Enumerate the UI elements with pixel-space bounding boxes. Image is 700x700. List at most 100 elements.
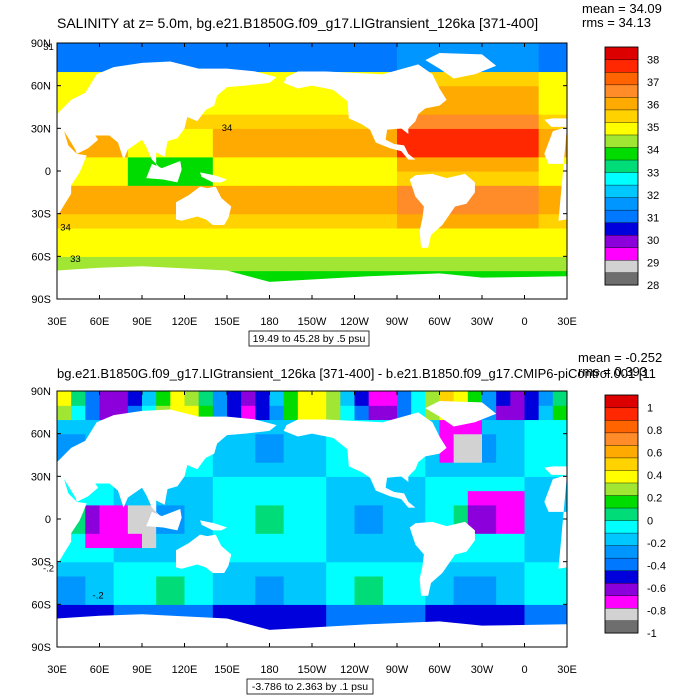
field-cell	[241, 391, 256, 406]
lon-tick-label: 0	[521, 316, 527, 328]
landmass	[57, 614, 567, 647]
field-cell	[312, 199, 327, 215]
field-cell	[382, 604, 398, 620]
field-cell	[255, 575, 271, 591]
top-title: SALINITY at z= 5.0m, bg.e21.B1850G.f09_g…	[57, 15, 538, 31]
contour-label: 31	[43, 42, 54, 53]
field-cell	[354, 391, 370, 406]
field-cell	[269, 99, 285, 115]
field-cell	[538, 213, 554, 229]
field-cell	[354, 142, 370, 158]
field-cell	[510, 171, 526, 186]
field-cell	[297, 156, 313, 172]
field-cell	[184, 476, 200, 492]
field-cell	[538, 561, 554, 577]
field-cell	[57, 57, 72, 73]
field-cell	[510, 142, 526, 158]
field-cell	[482, 504, 497, 520]
field-cell	[212, 142, 228, 158]
field-cell	[496, 433, 511, 449]
landmass	[57, 61, 277, 170]
lon-tick-label: 30W	[471, 316, 494, 328]
field-cell	[198, 391, 214, 406]
field-cell	[283, 199, 299, 215]
field-cell	[453, 114, 469, 129]
field-cell	[340, 561, 356, 577]
field-cell	[71, 242, 86, 257]
field-cell	[368, 142, 384, 158]
field-cell	[439, 447, 455, 463]
field-cell	[397, 43, 412, 58]
field-cell	[496, 213, 511, 229]
field-cell	[496, 142, 511, 158]
field-cell	[467, 213, 483, 229]
field-cell	[127, 213, 143, 229]
field-cell	[283, 213, 299, 229]
field-cell	[99, 171, 115, 186]
field-cell	[397, 561, 412, 577]
field-cell	[482, 391, 497, 406]
field-cell	[397, 213, 412, 229]
lat-tick-label: 30S	[31, 557, 51, 569]
field-cell	[354, 504, 370, 520]
colorbar-label: 1	[647, 403, 653, 415]
field-cell	[57, 590, 72, 605]
field-cell	[467, 128, 483, 144]
field-cell	[467, 227, 483, 243]
field-cell	[510, 433, 526, 449]
colorbar-swatch	[604, 532, 639, 546]
field-cell	[411, 256, 426, 272]
field-cell	[340, 156, 356, 172]
field-cell	[382, 43, 398, 58]
field-cell	[312, 391, 327, 406]
field-cell	[297, 462, 313, 477]
field-cell	[269, 476, 285, 492]
field-cell	[340, 604, 356, 620]
field-cell	[198, 575, 214, 591]
field-cell	[538, 256, 554, 272]
field-cell	[227, 533, 242, 549]
field-cell	[510, 391, 526, 406]
field-cell	[354, 227, 370, 243]
field-cell	[496, 575, 511, 591]
lat-tick-label: 30N	[31, 123, 51, 135]
field-cell	[368, 391, 384, 406]
field-cell	[538, 476, 554, 492]
colorbar-label: 0.6	[647, 448, 662, 460]
field-cell	[241, 171, 256, 186]
field-cell	[524, 519, 540, 534]
field-cell	[439, 604, 455, 620]
field-cell	[241, 590, 256, 605]
field-cell	[156, 547, 171, 563]
colorbar-swatch	[604, 557, 639, 571]
field-cell	[354, 199, 370, 215]
field-cell	[524, 171, 540, 186]
field-cell	[198, 142, 214, 158]
field-cell	[156, 227, 171, 243]
field-cell	[326, 185, 341, 201]
field-cell	[297, 185, 313, 201]
field-cell	[142, 227, 157, 243]
field-cell	[510, 43, 526, 58]
field-cell	[552, 447, 567, 463]
colorbar-swatch	[604, 272, 639, 286]
field-cell	[524, 256, 540, 272]
field-cell	[340, 227, 356, 243]
field-cell	[227, 590, 242, 605]
colorbar-label: 32	[647, 190, 659, 202]
field-cell	[57, 405, 72, 421]
field-cell	[397, 504, 412, 520]
field-cell	[297, 476, 313, 492]
field-cell	[170, 242, 186, 257]
field-cell	[269, 43, 285, 58]
field-cell	[453, 99, 469, 115]
bottom-mean-stat: mean = -0.252	[578, 350, 662, 365]
field-cell	[524, 128, 540, 144]
field-cell	[524, 547, 540, 563]
field-cell	[198, 405, 214, 421]
field-cell	[482, 462, 497, 477]
field-cell	[496, 227, 511, 243]
field-cell	[99, 575, 115, 591]
field-cell	[297, 561, 313, 577]
field-cell	[57, 85, 72, 101]
